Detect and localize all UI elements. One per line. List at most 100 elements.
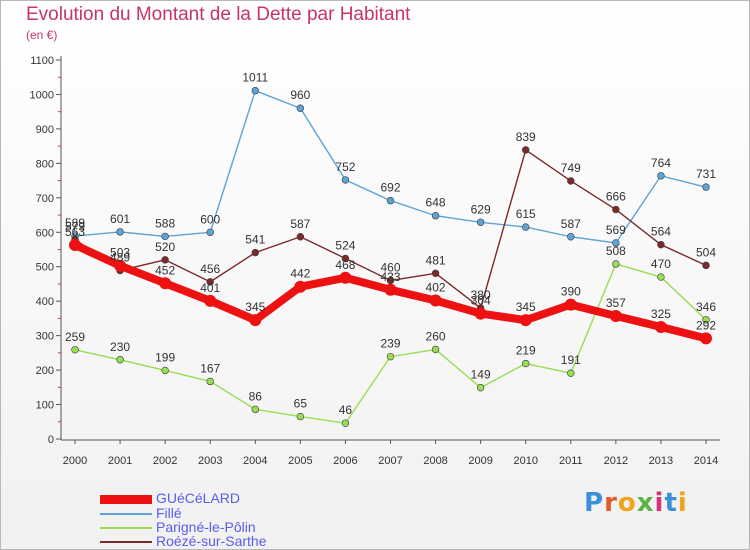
data-label: 752	[335, 160, 355, 174]
data-label: 442	[290, 267, 310, 281]
data-point	[476, 218, 485, 226]
data-label: 86	[249, 389, 263, 403]
data-point	[700, 332, 712, 345]
data-point	[386, 352, 395, 361]
data-label: 460	[380, 261, 400, 275]
data-point	[702, 183, 710, 191]
x-tick-label: 2004	[243, 455, 267, 467]
legend-swatch	[100, 513, 152, 515]
data-label: 346	[696, 300, 716, 314]
data-point	[341, 254, 350, 263]
x-tick-label: 2003	[198, 455, 222, 467]
x-tick-label: 2007	[378, 455, 402, 467]
legend-swatch	[100, 494, 152, 504]
data-label: 579	[65, 220, 85, 234]
data-label: 452	[155, 263, 175, 277]
data-label: 564	[651, 225, 671, 239]
x-tick-label: 2010	[513, 455, 537, 467]
chart-title: Evolution du Montant de la Dette par Hab…	[26, 4, 411, 25]
data-point	[431, 345, 440, 354]
chart-unit: (en €)	[26, 28, 58, 42]
data-label: 380	[471, 288, 491, 302]
data-point	[431, 269, 440, 277]
legend-swatch	[100, 527, 152, 529]
data-label: 731	[696, 167, 716, 181]
data-point	[654, 321, 667, 334]
data-label: 749	[561, 161, 581, 175]
data-point	[251, 405, 259, 414]
data-point	[161, 256, 169, 264]
data-label: 524	[335, 238, 355, 252]
data-label: 1011	[242, 71, 268, 85]
data-label: 960	[290, 88, 310, 102]
x-tick-label: 2005	[288, 455, 312, 467]
data-label: 692	[380, 181, 400, 195]
data-label: 149	[471, 368, 491, 382]
data-point	[567, 177, 575, 185]
y-tick-label: 400	[36, 296, 54, 308]
x-tick-label: 2012	[604, 455, 628, 467]
data-point	[564, 298, 577, 311]
x-tick-label: 2013	[649, 455, 673, 467]
data-point	[296, 233, 305, 241]
data-point	[522, 359, 530, 368]
x-tick-label: 2001	[108, 455, 132, 467]
y-tick-label: 1000	[30, 89, 54, 101]
data-point	[657, 240, 665, 249]
data-label: 401	[200, 281, 220, 295]
data-label: 191	[561, 353, 581, 367]
y-tick-label: 200	[36, 365, 54, 377]
data-point	[657, 172, 665, 180]
data-point	[251, 86, 259, 95]
data-label: 345	[516, 300, 536, 314]
proxiti-logo: Proxiti	[584, 488, 688, 518]
legend-label: Roézé-sur-Sarthe	[156, 533, 267, 549]
data-label: 239	[380, 337, 400, 351]
data-point	[204, 294, 217, 307]
data-label: 357	[606, 296, 626, 310]
x-tick-label: 2002	[153, 455, 177, 467]
y-tick-label: 0	[48, 434, 54, 446]
data-point	[386, 196, 395, 205]
legend-label: Parigné-le-Pôlin	[156, 519, 256, 535]
x-tick-label: 2006	[333, 455, 357, 467]
data-label: 587	[290, 217, 310, 231]
data-point	[161, 366, 169, 375]
data-point	[341, 176, 350, 184]
y-tick-label: 1100	[30, 55, 54, 67]
data-label: 541	[245, 233, 265, 247]
data-label: 508	[606, 244, 626, 258]
data-point	[161, 232, 169, 241]
data-point	[206, 278, 214, 286]
data-label: 345	[245, 300, 265, 314]
data-point	[206, 228, 214, 236]
data-label: 481	[426, 253, 446, 267]
data-label: 325	[651, 307, 671, 321]
data-label: 260	[426, 329, 446, 343]
data-label: 230	[110, 340, 130, 354]
data-point	[206, 377, 214, 386]
data-point	[114, 259, 127, 272]
y-tick-label: 500	[36, 262, 54, 274]
data-point	[567, 233, 575, 241]
data-label: 503	[110, 246, 130, 260]
legend-swatch	[100, 541, 152, 543]
y-tick-label: 600	[36, 227, 54, 239]
data-point	[522, 223, 530, 231]
data-point	[612, 239, 620, 247]
data-point	[612, 260, 620, 268]
data-label: 588	[155, 216, 175, 230]
data-label: 764	[651, 156, 671, 170]
data-label: 167	[200, 361, 220, 375]
data-label: 390	[561, 285, 581, 299]
x-tick-label: 2000	[63, 455, 87, 467]
data-label: 46	[339, 403, 353, 417]
data-point	[567, 369, 575, 377]
data-point	[296, 412, 305, 421]
data-point	[612, 205, 620, 214]
data-point	[341, 419, 350, 427]
data-label: 433	[380, 270, 400, 284]
data-label: 601	[110, 212, 130, 226]
data-label: 569	[606, 223, 626, 237]
data-point	[431, 212, 440, 220]
